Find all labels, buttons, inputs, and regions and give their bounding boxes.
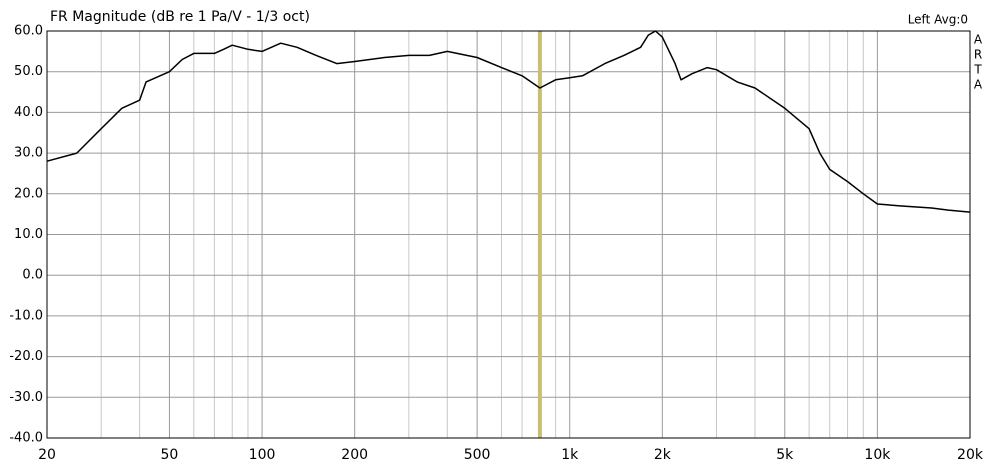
x-tick-label: 10k xyxy=(864,447,891,463)
x-tick-label: 100 xyxy=(249,447,276,463)
x-tick-label: 5k xyxy=(776,447,794,463)
y-tick-label: 50.0 xyxy=(14,64,43,79)
status-label: Left Avg:0 xyxy=(908,13,968,27)
x-tick-label: 20 xyxy=(38,447,56,463)
plot-frame xyxy=(46,30,971,439)
data-line xyxy=(46,30,971,213)
x-tick-label: 200 xyxy=(341,447,368,463)
x-tick-label: 500 xyxy=(464,447,491,463)
chart-title: FR Magnitude (dB re 1 Pa/V - 1/3 oct) xyxy=(50,9,310,25)
y-tick-label: 0.0 xyxy=(22,268,43,283)
x-tick-label: 50 xyxy=(161,447,179,463)
side-label: T xyxy=(973,63,982,77)
y-tick-label: -10.0 xyxy=(9,308,43,323)
y-tick-label: -40.0 xyxy=(9,431,43,446)
x-tick-label: 1k xyxy=(561,447,579,463)
y-tick-label: 40.0 xyxy=(14,105,43,120)
y-tick-label: 10.0 xyxy=(14,227,43,242)
y-tick-label: 30.0 xyxy=(14,146,43,161)
side-label: A xyxy=(974,33,983,47)
x-tick-label: 20k xyxy=(957,447,984,463)
side-label: R xyxy=(974,48,982,62)
y-tick-label: -30.0 xyxy=(9,390,43,405)
y-tick-label: 60.0 xyxy=(14,24,43,39)
y-tick-label: -20.0 xyxy=(9,349,43,364)
x-tick-label: 2k xyxy=(654,447,672,463)
side-label: A xyxy=(974,78,983,92)
y-tick-label: 20.0 xyxy=(14,186,43,201)
